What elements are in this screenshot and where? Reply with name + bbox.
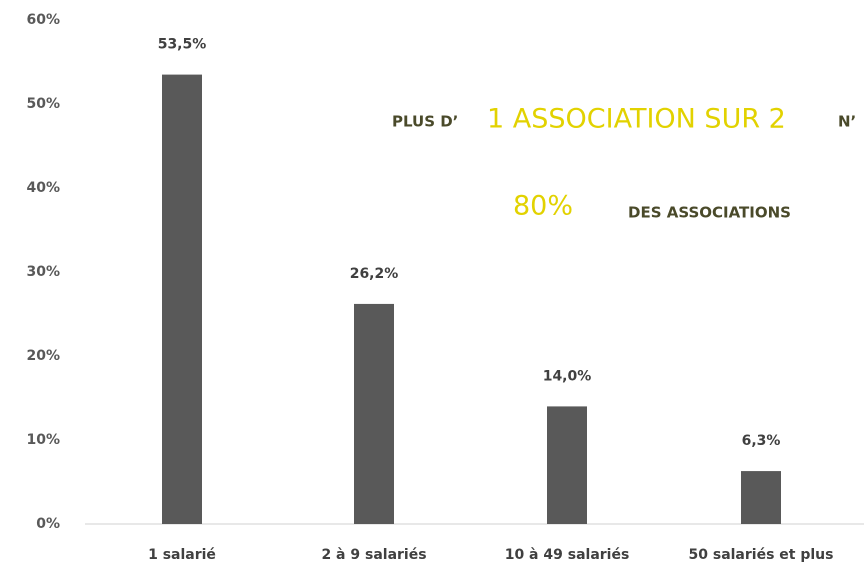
y-tick-label: 50% <box>26 96 60 112</box>
bar <box>162 74 202 524</box>
value-label: 14,0% <box>543 368 592 384</box>
x-tick-label: 10 à 49 salariés <box>505 547 630 563</box>
annotation: PLUS D’ <box>392 113 458 131</box>
annotation: 80% <box>513 191 573 222</box>
x-tick-label: 1 salarié <box>148 547 216 563</box>
annotation: N’ <box>838 113 856 131</box>
value-label: 26,2% <box>350 266 399 282</box>
y-tick-label: 10% <box>26 432 60 448</box>
y-tick-label: 40% <box>26 180 60 196</box>
y-tick-label: 30% <box>26 264 60 280</box>
annotation: 1 ASSOCIATION SUR 2 <box>487 104 786 135</box>
bar <box>741 471 781 524</box>
bar <box>547 406 587 524</box>
value-label: 6,3% <box>742 433 781 449</box>
x-tick-label: 50 salariés et plus <box>689 547 834 563</box>
x-tick-label: 2 à 9 salariés <box>321 547 426 563</box>
y-tick-label: 60% <box>26 12 60 28</box>
annotation: DES ASSOCIATIONS <box>628 204 791 222</box>
value-label: 53,5% <box>158 37 207 53</box>
y-tick-label: 20% <box>26 348 60 364</box>
y-tick-label: 0% <box>36 516 60 532</box>
bar <box>354 303 394 524</box>
